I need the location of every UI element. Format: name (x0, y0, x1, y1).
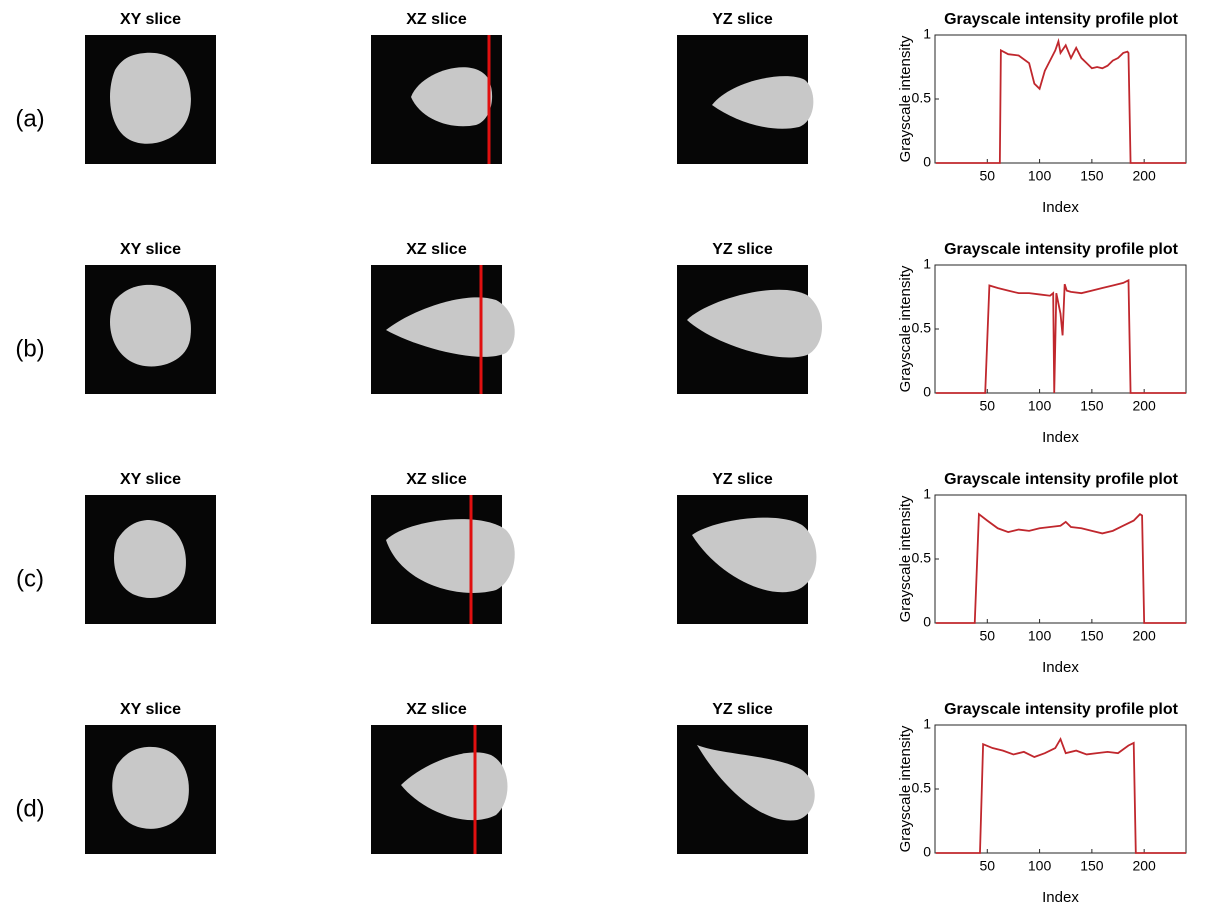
x-tick-label: 100 (1028, 398, 1052, 414)
x-tick-label: 150 (1080, 628, 1104, 644)
x-tick-label: 50 (980, 628, 996, 644)
x-axis-label: Index (1042, 659, 1079, 676)
chart-title: Grayscale intensity profile plot (944, 701, 1179, 718)
x-tick-label: 100 (1028, 628, 1052, 644)
specimen (386, 519, 515, 593)
slice-title: XY slice (120, 701, 181, 718)
y-axis-label: Grayscale intensity (897, 35, 914, 162)
x-tick-label: 50 (980, 398, 996, 414)
x-tick-label: 200 (1132, 628, 1156, 644)
chart-title: Grayscale intensity profile plot (944, 11, 1179, 28)
y-axis-label: Grayscale intensity (897, 495, 914, 622)
y-tick-label: 0.5 (912, 550, 932, 566)
x-axis-label: Index (1042, 199, 1079, 216)
x-tick-label: 100 (1028, 168, 1052, 184)
specimen (110, 52, 191, 144)
y-tick-label: 0 (923, 844, 931, 860)
slice-title: YZ slice (712, 471, 773, 488)
x-tick-label: 100 (1028, 858, 1052, 874)
x-tick-label: 200 (1132, 398, 1156, 414)
x-tick-label: 50 (980, 168, 996, 184)
chart-title: Grayscale intensity profile plot (944, 471, 1179, 488)
y-tick-label: 0.5 (912, 780, 932, 796)
plot-frame (934, 494, 1187, 624)
x-tick-label: 50 (980, 858, 996, 874)
specimen (411, 67, 493, 127)
y-tick-label: 0 (923, 154, 931, 170)
specimen (401, 752, 508, 821)
slice-title: XZ slice (406, 701, 467, 718)
specimen (110, 284, 191, 367)
y-tick-label: 0 (923, 384, 931, 400)
x-axis-label: Index (1042, 429, 1079, 446)
plot-frame (934, 264, 1187, 394)
profile-line-plot (936, 278, 1186, 394)
y-tick-label: 0.5 (912, 90, 932, 106)
specimen (697, 745, 815, 821)
x-tick-label: 150 (1080, 858, 1104, 874)
slice-title: YZ slice (712, 241, 773, 258)
slice-title: XY slice (120, 11, 181, 28)
y-tick-label: 0.5 (912, 320, 932, 336)
specimen (112, 746, 189, 829)
slice-title: XZ slice (406, 11, 467, 28)
slice-title: XY slice (120, 471, 181, 488)
plot-frame (934, 724, 1187, 854)
specimen (712, 76, 814, 129)
y-axis-label: Grayscale intensity (897, 725, 914, 852)
x-tick-label: 200 (1132, 168, 1156, 184)
y-tick-label: 1 (923, 716, 931, 732)
y-tick-label: 0 (923, 614, 931, 630)
profile-line-plot (936, 512, 1186, 624)
profile-line-plot (936, 736, 1186, 854)
specimen (692, 517, 817, 593)
y-tick-label: 1 (923, 486, 931, 502)
slice-title: XZ slice (406, 471, 467, 488)
slice-title: YZ slice (712, 701, 773, 718)
row-label: (a) (15, 105, 44, 132)
row-label: (c) (16, 565, 44, 592)
slice-title: XY slice (120, 241, 181, 258)
specimen (687, 289, 822, 358)
specimen (386, 297, 515, 357)
slice-title: XZ slice (406, 241, 467, 258)
y-tick-label: 1 (923, 26, 931, 42)
x-tick-label: 200 (1132, 858, 1156, 874)
chart-title: Grayscale intensity profile plot (944, 241, 1179, 258)
row-label: (b) (15, 335, 44, 362)
slice-title: YZ slice (712, 11, 773, 28)
x-tick-label: 150 (1080, 168, 1104, 184)
x-axis-label: Index (1042, 889, 1079, 903)
x-tick-label: 150 (1080, 398, 1104, 414)
y-tick-label: 1 (923, 256, 931, 272)
profile-line-plot (936, 37, 1186, 164)
y-axis-label: Grayscale intensity (897, 265, 914, 392)
row-label: (d) (15, 795, 44, 822)
specimen (114, 520, 186, 599)
